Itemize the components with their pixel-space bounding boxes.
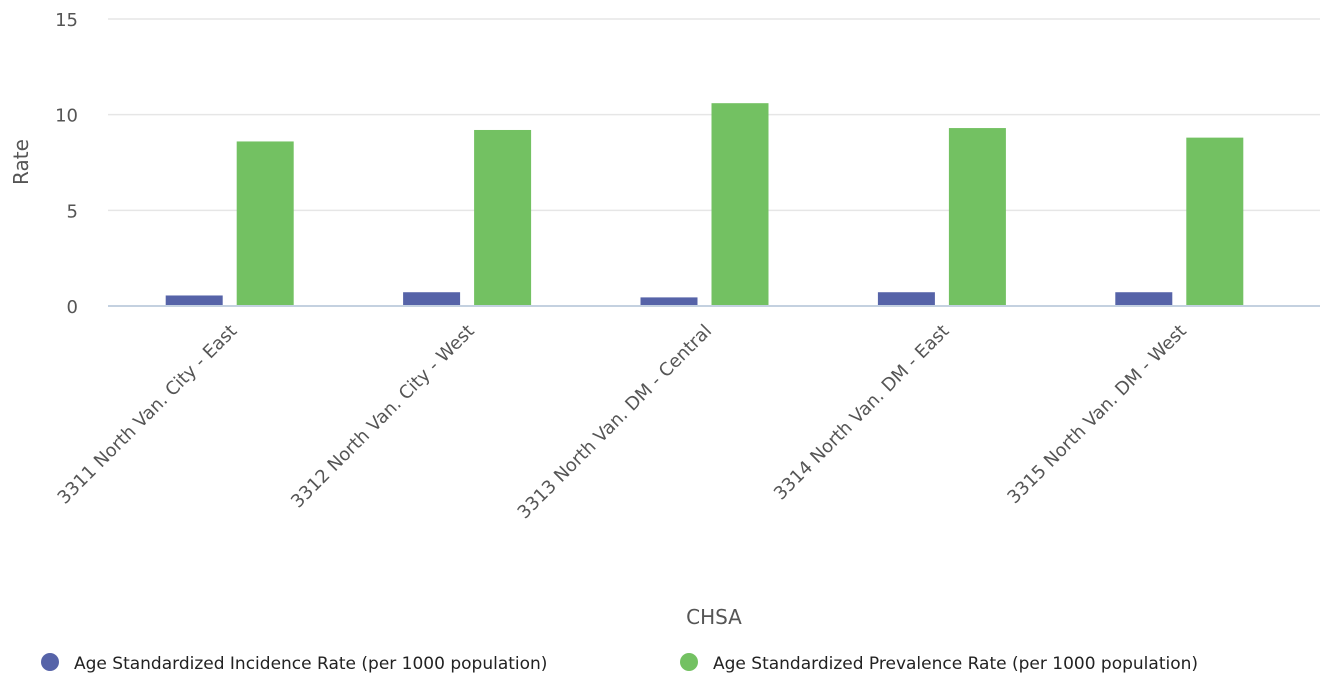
x-axis-ticks: 3311 North Van. City - East 3312 North Va…	[54, 321, 1191, 523]
y-tick-label: 0	[67, 297, 78, 318]
bar-incidence[interactable]	[403, 292, 461, 305]
legend-item[interactable]: Age Standardized Incidence Rate (per 100…	[41, 653, 547, 674]
y-axis-title: Rate	[9, 139, 33, 185]
bar-incidence[interactable]	[640, 297, 698, 305]
bar-prevalence[interactable]	[1186, 137, 1244, 305]
legend-item[interactable]: Age Standardized Prevalence Rate (per 10…	[680, 653, 1198, 674]
x-tick-label: 3313 North Van. DM - Central	[514, 321, 716, 523]
y-tick-label: 10	[55, 106, 78, 127]
y-tick-label: 5	[67, 201, 78, 222]
x-tick-label: 3314 North Van. DM - East	[770, 321, 954, 505]
bar-prevalence[interactable]	[474, 129, 532, 305]
x-tick-label: 3312 North Van. City - West	[287, 321, 479, 513]
legend-label: Age Standardized Prevalence Rate (per 10…	[713, 654, 1198, 674]
y-tick-label: 15	[55, 10, 78, 31]
x-axis-title: CHSA	[686, 605, 742, 629]
bar-prevalence[interactable]	[236, 141, 294, 305]
legend: Age Standardized Incidence Rate (per 100…	[41, 653, 1198, 674]
x-tick-label: 3315 North Van. DM - West	[1003, 321, 1190, 508]
y-axis-ticks: 0 5 10 15	[55, 10, 78, 318]
bar-incidence[interactable]	[1115, 292, 1173, 305]
bar-incidence[interactable]	[165, 295, 223, 305]
legend-label: Age Standardized Incidence Rate (per 100…	[74, 654, 547, 674]
bar-incidence[interactable]	[877, 292, 935, 305]
legend-marker	[680, 653, 698, 671]
x-tick-label: 3311 North Van. City - East	[54, 321, 242, 509]
bar-prevalence[interactable]	[711, 103, 769, 305]
bar-prevalence[interactable]	[948, 128, 1006, 305]
bars	[165, 103, 1244, 305]
legend-marker	[41, 653, 59, 671]
